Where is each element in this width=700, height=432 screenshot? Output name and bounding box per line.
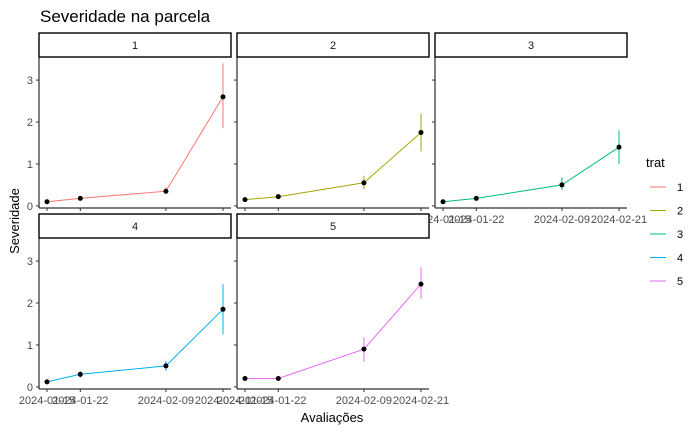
legend-item-1: 1: [650, 182, 683, 194]
data-point: [163, 188, 169, 194]
legend-label: 2: [677, 206, 683, 218]
data-point: [275, 194, 281, 200]
series-line: [46, 96, 224, 203]
data-point: [418, 130, 424, 135]
data-point: [44, 379, 50, 385]
legend-item-4: 4: [650, 253, 683, 265]
series-line: [245, 283, 422, 379]
x-tick-label: 2024-02-21: [591, 214, 647, 226]
x-tick-label: 2024-01-22: [250, 395, 306, 407]
y-tick-label: 2: [27, 298, 33, 310]
facet-strip: [38, 213, 232, 239]
facet-panel-1: 1 0 1 2 3: [27, 32, 232, 213]
facet-strip: [236, 32, 430, 58]
data-point: [77, 195, 83, 201]
facet-strip-label: 3: [528, 40, 534, 52]
facet-strip-label: 5: [330, 221, 336, 233]
facet-panel-2: 2: [234, 32, 430, 211]
facet-strip: [434, 32, 628, 58]
y-tick-label: 3: [27, 256, 33, 268]
facet-strip-label: 4: [132, 221, 138, 233]
data-point: [616, 144, 622, 150]
x-axis-title: Avaliações: [301, 410, 364, 425]
series-line: [244, 132, 422, 201]
legend-label: 3: [677, 229, 683, 241]
x-tick-label: 2024-01-15: [19, 395, 75, 407]
chart-title: Severidade na parcela: [40, 7, 211, 26]
series-line: [46, 308, 224, 383]
data-point: [559, 182, 565, 188]
y-tick-label: 1: [27, 340, 33, 352]
data-point: [361, 180, 367, 186]
y-tick-label: 2: [27, 117, 33, 129]
data-point: [44, 199, 50, 205]
data-point: [361, 346, 367, 352]
legend-label: 5: [677, 276, 683, 288]
y-tick-label: 0: [27, 201, 33, 213]
data-point: [220, 306, 226, 312]
x-tick-label: 2024-02-09: [138, 395, 194, 407]
data-point: [163, 363, 169, 369]
facet-strip: [38, 32, 232, 58]
x-tick-label: 2024-02-21: [393, 395, 449, 407]
facet-strip-label: 1: [132, 40, 138, 52]
legend-items: 1 2 3 4 5: [650, 182, 683, 288]
x-tick-label: 2024-01-22: [448, 214, 504, 226]
data-point: [275, 376, 281, 382]
legend: trat 1 2 3 4 5: [646, 155, 683, 288]
data-point: [440, 199, 446, 205]
data-point: [418, 281, 424, 287]
legend-title: trat: [646, 155, 665, 170]
data-point: [220, 94, 226, 100]
facet-strip-label: 2: [330, 40, 336, 52]
x-tick-label: 2024-02-21: [195, 395, 251, 407]
legend-label: 1: [677, 182, 683, 194]
legend-label: 4: [677, 253, 683, 265]
y-tick-label: 0: [27, 382, 33, 394]
data-point: [242, 376, 248, 382]
y-axis-title: Severidade: [7, 188, 22, 254]
data-point: [242, 197, 248, 203]
series-line: [442, 146, 620, 203]
legend-item-3: 3: [650, 229, 683, 241]
data-point: [77, 371, 83, 377]
x-tick-label: 2024-01-22: [52, 395, 108, 407]
y-tick-label: 3: [27, 75, 33, 87]
x-tick-label: 2024-01-15: [217, 395, 273, 407]
y-tick-label: 1: [27, 159, 33, 171]
legend-item-5: 5: [650, 276, 683, 288]
x-tick-label: 2024-02-09: [534, 214, 590, 226]
legend-item-2: 2: [650, 206, 683, 218]
x-tick-label: 2024-02-09: [336, 395, 392, 407]
facet-strip: [236, 213, 430, 239]
data-point: [473, 195, 479, 201]
